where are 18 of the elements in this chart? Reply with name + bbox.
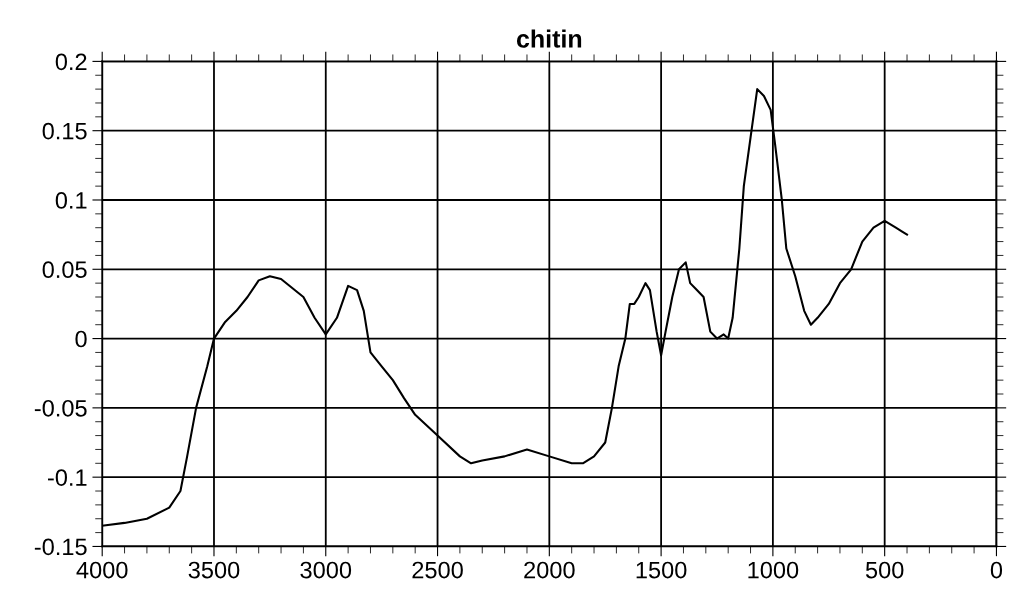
x-tick-label: 4000 (76, 561, 128, 579)
y-tick-label: 0 (75, 330, 87, 348)
x-tick-label: 3000 (300, 561, 352, 579)
x-tick-label: 2000 (524, 561, 575, 579)
y-tick-label: -0.1 (47, 469, 87, 486)
y-tick-label: -0.05 (34, 399, 87, 417)
y-tick-label: 0.15 (42, 122, 87, 140)
x-tick-label: 1500 (636, 561, 687, 579)
x-tick-label: 0 (990, 561, 1003, 579)
x-tick-label: 1000 (748, 561, 799, 579)
x-tick-label: 2500 (412, 561, 463, 579)
chart-title: chitin (516, 29, 582, 48)
x-tick-label: 500 (865, 561, 904, 579)
x-tick-label: 3500 (188, 561, 240, 579)
y-tick-label: -0.15 (34, 538, 87, 556)
y-tick-label: 0.2 (55, 53, 87, 71)
y-tick-label: 0.05 (42, 261, 87, 279)
y-tick-label: 0.1 (55, 192, 87, 209)
